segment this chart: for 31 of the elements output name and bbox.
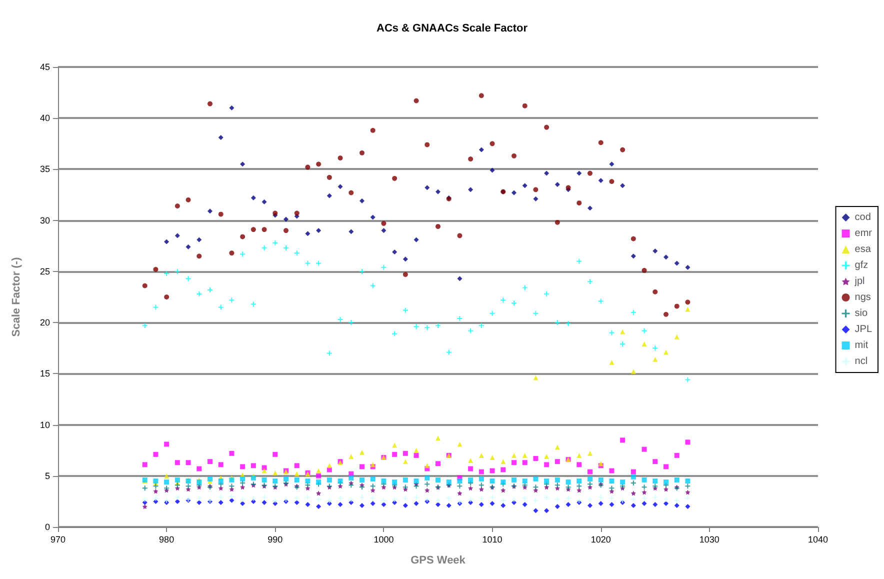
legend-label: cod bbox=[854, 212, 871, 223]
x-tick-label: 1030 bbox=[699, 534, 720, 544]
legend-label: mit bbox=[854, 340, 868, 351]
y-tick-label: 45 bbox=[40, 62, 50, 72]
y-tick-label: 35 bbox=[40, 164, 50, 174]
legend-label: ncl bbox=[854, 356, 868, 367]
x-tick-label: 970 bbox=[50, 534, 66, 544]
chart-title: ACs & GNAACs Scale Factor bbox=[376, 22, 528, 34]
legend-label: esa bbox=[854, 244, 872, 255]
y-axis-title: Scale Factor (-) bbox=[10, 256, 22, 337]
x-tick-label: 1020 bbox=[590, 534, 611, 544]
y-tick-label: 15 bbox=[40, 368, 50, 379]
legend-label: jpl bbox=[854, 276, 865, 287]
y-tick-label: 5 bbox=[44, 470, 50, 481]
y-tick-label: 10 bbox=[40, 420, 50, 430]
y-tick-label: 20 bbox=[40, 318, 50, 328]
legend-label: emr bbox=[854, 228, 873, 239]
legend-label: ngs bbox=[854, 292, 871, 303]
y-tick-label: 0 bbox=[44, 522, 50, 532]
y-tick-label: 30 bbox=[40, 215, 50, 226]
x-tick-label: 1010 bbox=[482, 534, 502, 544]
x-tick-label: 1000 bbox=[374, 534, 394, 544]
legend-label: gfz bbox=[854, 260, 868, 271]
x-tick-label: 1040 bbox=[808, 534, 828, 544]
y-tick-label: 40 bbox=[40, 113, 50, 124]
y-tick-label: 25 bbox=[40, 266, 50, 276]
x-tick-label: 990 bbox=[268, 534, 283, 544]
x-tick-label: 980 bbox=[159, 534, 174, 544]
legend-label: JPL bbox=[854, 324, 872, 335]
x-axis-title: GPS Week bbox=[410, 554, 466, 566]
legend-label: sio bbox=[854, 308, 868, 319]
